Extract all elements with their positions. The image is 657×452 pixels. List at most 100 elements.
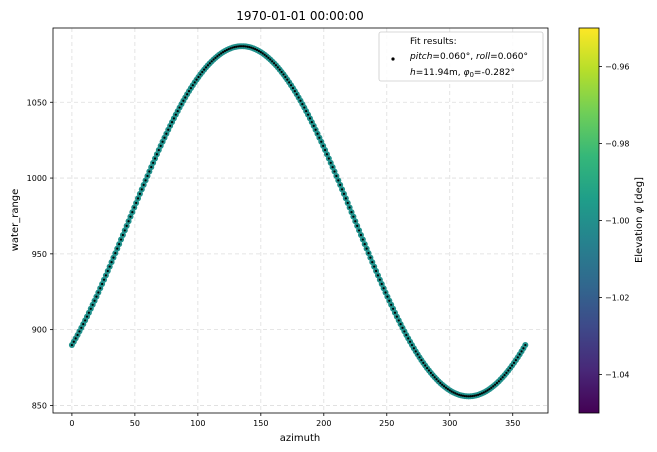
x-tick-label: 300: [442, 419, 457, 428]
legend-roll-value: =0.060°: [490, 52, 528, 62]
y-tick-label: 1050: [27, 98, 47, 107]
fit-point: [180, 103, 183, 106]
fit-point: [254, 48, 257, 51]
fit-point: [493, 383, 497, 386]
fit-point: [435, 378, 438, 381]
fit-point: [101, 282, 104, 286]
fit-point: [318, 136, 321, 139]
legend: Fit results: pitch=0.060°, roll=0.060° h…: [378, 31, 544, 82]
fit-point: [255, 48, 259, 52]
fit-point: [354, 220, 357, 223]
fit-point: [286, 78, 289, 81]
fit-point: [412, 347, 415, 350]
fit-point: [469, 395, 472, 398]
fit-point: [490, 386, 493, 389]
legend-h-value: =11.94m,: [416, 68, 464, 78]
fit-point: [70, 343, 73, 347]
fit-point: [242, 45, 245, 48]
colorbar-gradient: [578, 27, 600, 414]
y-tick-label: 850: [32, 401, 47, 410]
fit-point: [201, 70, 204, 74]
fit-point: [376, 274, 380, 277]
fit-point: [131, 210, 134, 214]
fit-point: [140, 188, 143, 191]
fit-point: [267, 56, 270, 59]
chart-title: 1970-01-01 00:00:00: [236, 9, 363, 23]
fit-point: [505, 371, 508, 374]
fit-point: [150, 166, 153, 169]
fit-point: [425, 366, 429, 370]
fit-point: [80, 326, 83, 329]
fit-point: [114, 252, 117, 255]
fit-point: [503, 374, 506, 377]
fit-point: [320, 140, 323, 143]
fit-point: [337, 179, 340, 182]
fit-point: [178, 106, 181, 109]
fit-point: [91, 303, 94, 306]
x-tick-label: 200: [316, 419, 331, 428]
fit-point: [390, 303, 393, 306]
fit-point: [516, 356, 519, 359]
x-tick-label: 50: [130, 419, 140, 428]
legend-marker: [391, 57, 395, 61]
fit-point: [512, 361, 516, 364]
fit-point: [399, 323, 402, 326]
fit-point: [125, 224, 128, 227]
fit-point: [163, 136, 166, 139]
fit-point: [348, 206, 351, 209]
fit-point: [484, 390, 487, 393]
fit-point: [289, 84, 293, 87]
fit-point: [441, 383, 444, 386]
fit-point: [501, 376, 504, 379]
fit-point: [497, 380, 500, 383]
fit-series: [70, 45, 527, 398]
fit-point: [110, 261, 113, 264]
fit-point: [482, 391, 485, 394]
fit-point: [473, 394, 476, 397]
fit-point: [388, 299, 391, 302]
fit-point: [221, 51, 225, 54]
fit-point: [116, 247, 119, 250]
fit-point: [170, 120, 174, 124]
fit-point: [342, 192, 346, 195]
fit-point: [210, 60, 213, 63]
x-tick-label: 100: [190, 419, 205, 428]
fit-point: [303, 106, 306, 109]
fit-point: [186, 93, 189, 96]
fit-point: [248, 46, 251, 49]
fit-point: [444, 386, 448, 389]
fit-point: [216, 55, 219, 58]
fit-point: [250, 46, 253, 49]
legend-title: Fit results:: [410, 37, 457, 47]
fit-point: [509, 366, 512, 370]
fit-point: [252, 47, 255, 50]
fit-point: [142, 183, 145, 186]
fit-point: [340, 188, 344, 191]
fit-point: [169, 124, 172, 128]
x-tick-label: 0: [69, 419, 74, 428]
fit-point: [280, 70, 283, 74]
fit-point: [218, 53, 221, 56]
fit-point: [102, 278, 106, 281]
colorbar-tick-label: −1.02: [605, 294, 630, 303]
fit-point: [478, 393, 482, 396]
x-tick-label: 150: [253, 419, 268, 428]
fit-point: [391, 307, 395, 310]
fit-point: [397, 319, 400, 322]
fit-point: [272, 62, 276, 65]
fit-point: [189, 87, 193, 90]
fit-point: [410, 343, 414, 347]
fit-point: [274, 64, 278, 67]
fit-point: [291, 87, 295, 90]
fit-point: [93, 299, 96, 302]
fit-point: [193, 81, 196, 84]
fit-point: [225, 48, 228, 52]
fit-point: [518, 353, 521, 356]
fit-point: [87, 311, 90, 314]
fit-point: [467, 395, 470, 398]
fit-point: [191, 84, 194, 87]
fit-point: [184, 96, 187, 99]
fit-point: [246, 45, 249, 48]
fit-point: [220, 52, 223, 55]
fit-point: [174, 113, 177, 116]
